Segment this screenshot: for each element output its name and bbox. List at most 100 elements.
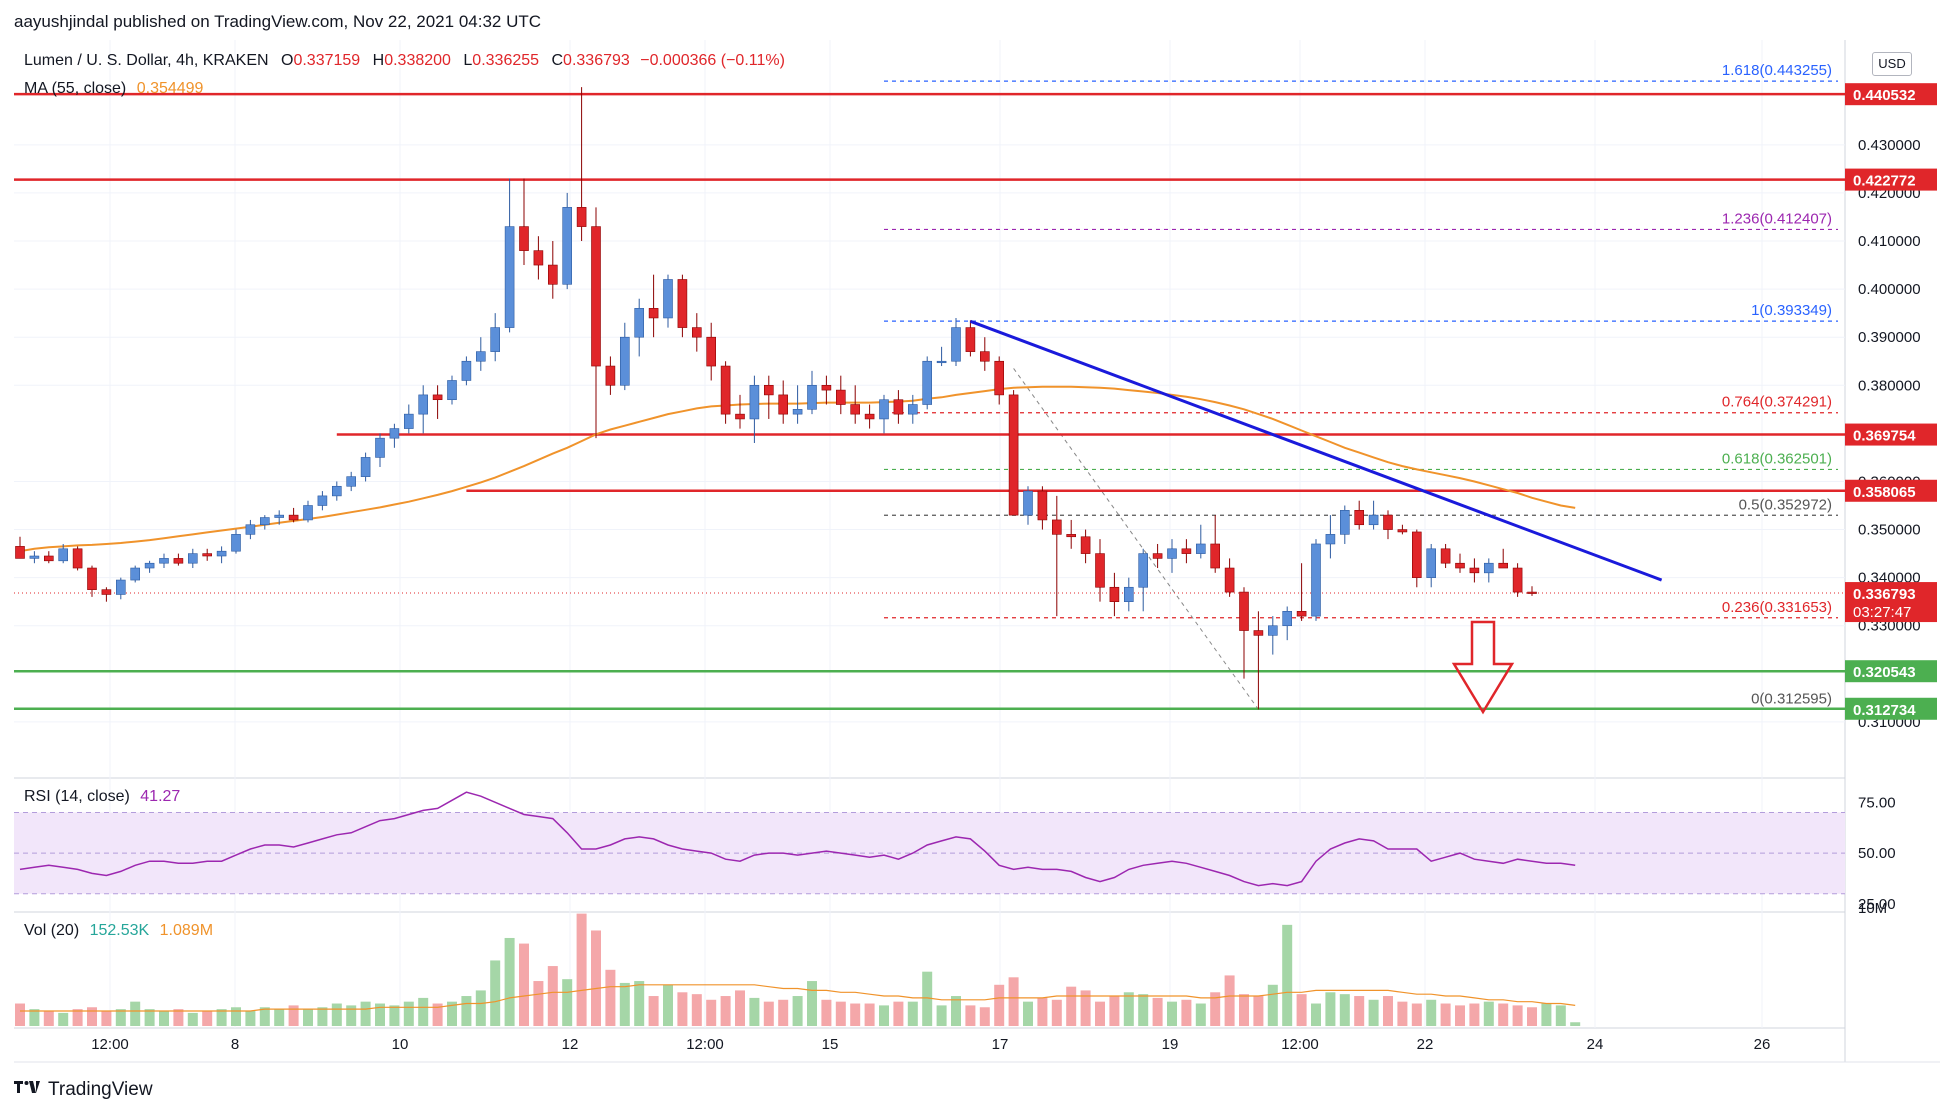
volume-bar (591, 930, 601, 1026)
volume-bar (231, 1007, 241, 1026)
candle-down (1498, 562, 1508, 569)
price-badge-label: 0.358065 (1853, 484, 1916, 501)
candle-up (360, 457, 371, 477)
candle-up (504, 226, 515, 328)
fib-level-label: 1(0.393349) (1751, 302, 1832, 319)
publisher-line: aayushjindal published on TradingView.co… (14, 12, 542, 31)
candle-down (547, 264, 558, 285)
volume-bar (259, 1007, 270, 1026)
candle-up (475, 351, 486, 362)
open-label: O (281, 52, 294, 69)
volume-bar (288, 1005, 299, 1026)
volume-bar (72, 1009, 83, 1026)
candle-up (259, 517, 270, 526)
volume-bar (1167, 1001, 1177, 1026)
candle-down (691, 327, 702, 338)
volume-bar (1152, 997, 1163, 1026)
volume-bar (43, 1011, 54, 1026)
candle-up (303, 505, 313, 521)
ohlc-low: L0.336255 (463, 52, 539, 69)
candle-down (43, 555, 54, 562)
ohlc-high: H0.338200 (373, 52, 451, 69)
volume-bar (1080, 990, 1091, 1026)
volume-bar (303, 1009, 313, 1026)
candle-up (331, 485, 342, 497)
volume-bar (1051, 999, 1062, 1026)
candle-down (1052, 519, 1062, 535)
candle-down (965, 327, 976, 352)
volume-bar (1138, 994, 1149, 1026)
volume-bar (1354, 996, 1365, 1026)
candle-up (907, 404, 918, 415)
fib-level-label: 0.236(0.331653) (1722, 599, 1832, 616)
candle-down (1008, 394, 1019, 516)
candle-down (1354, 510, 1364, 526)
price-badge-label: 0.312734 (1853, 702, 1916, 719)
price-badge (1845, 479, 1937, 502)
footer-brand-label: TradingView (48, 1078, 153, 1100)
price-badge-label: 0.422772 (1853, 173, 1916, 190)
y-tick-label: 0.410000 (1858, 233, 1921, 250)
candle-up (1311, 543, 1321, 617)
candle-down (432, 394, 443, 401)
volume-bar (1095, 1001, 1105, 1026)
candle-up (245, 524, 256, 535)
volume-bar (1440, 1003, 1451, 1026)
candle-up (749, 384, 760, 420)
ma-value: 0.354499 (136, 80, 204, 97)
rsi-tick-label: 50.00 (1858, 845, 1896, 862)
candle-down (1512, 567, 1523, 593)
candle-up (1340, 510, 1350, 535)
candle-down (1224, 567, 1235, 593)
high-value: 0.338200 (384, 52, 451, 69)
candle-up (1124, 586, 1134, 602)
currency-button[interactable]: USD (1872, 52, 1912, 76)
volume-bar (432, 1003, 443, 1026)
volume-bar (1224, 975, 1235, 1026)
volume-bar (893, 1001, 904, 1026)
volume-bar (1339, 994, 1350, 1026)
candle-up (1484, 562, 1494, 574)
candle-up (1282, 611, 1292, 627)
candle-up (1167, 548, 1177, 559)
price-badge (1845, 660, 1937, 683)
fib-level-label: 0.618(0.362501) (1722, 450, 1832, 467)
candle-down (677, 279, 688, 328)
volume-bar (821, 999, 832, 1026)
volume-bar (504, 937, 515, 1026)
volume-bar (663, 984, 673, 1026)
candle-up (562, 207, 573, 285)
volume-bar (1253, 996, 1264, 1026)
candle-up (807, 384, 817, 410)
vol-value: 152.53K (89, 922, 150, 939)
candle-up (403, 413, 414, 429)
volume-bar (735, 990, 745, 1026)
volume-bar (1383, 996, 1393, 1026)
candle-up (922, 360, 933, 405)
candle-up (1268, 625, 1278, 636)
candle-down (101, 589, 112, 595)
volume-bar (979, 1007, 990, 1026)
volume-bar (807, 981, 817, 1026)
volume-bar (706, 999, 717, 1026)
candle-up (1325, 534, 1336, 545)
candle-down (994, 360, 1005, 396)
volume-bar (1037, 997, 1048, 1026)
volume-bar (187, 1012, 198, 1026)
candle-down (1440, 548, 1451, 564)
candle-up (58, 548, 69, 562)
candle-down (202, 553, 212, 557)
candle-down (1527, 591, 1537, 594)
candle-up (346, 476, 357, 487)
fib-level-label: 0.764(0.374291) (1722, 394, 1832, 411)
volume-bar (274, 1009, 285, 1026)
volume-bar (1411, 1003, 1422, 1026)
candle-down (72, 548, 83, 569)
candle-down (850, 404, 861, 415)
volume-bar (1296, 994, 1307, 1026)
tradingview-logo-icon (14, 1078, 40, 1101)
volume-bar (835, 1001, 846, 1026)
y-tick-label: 0.350000 (1858, 522, 1921, 539)
footer-brand[interactable]: TradingView (14, 1078, 153, 1101)
